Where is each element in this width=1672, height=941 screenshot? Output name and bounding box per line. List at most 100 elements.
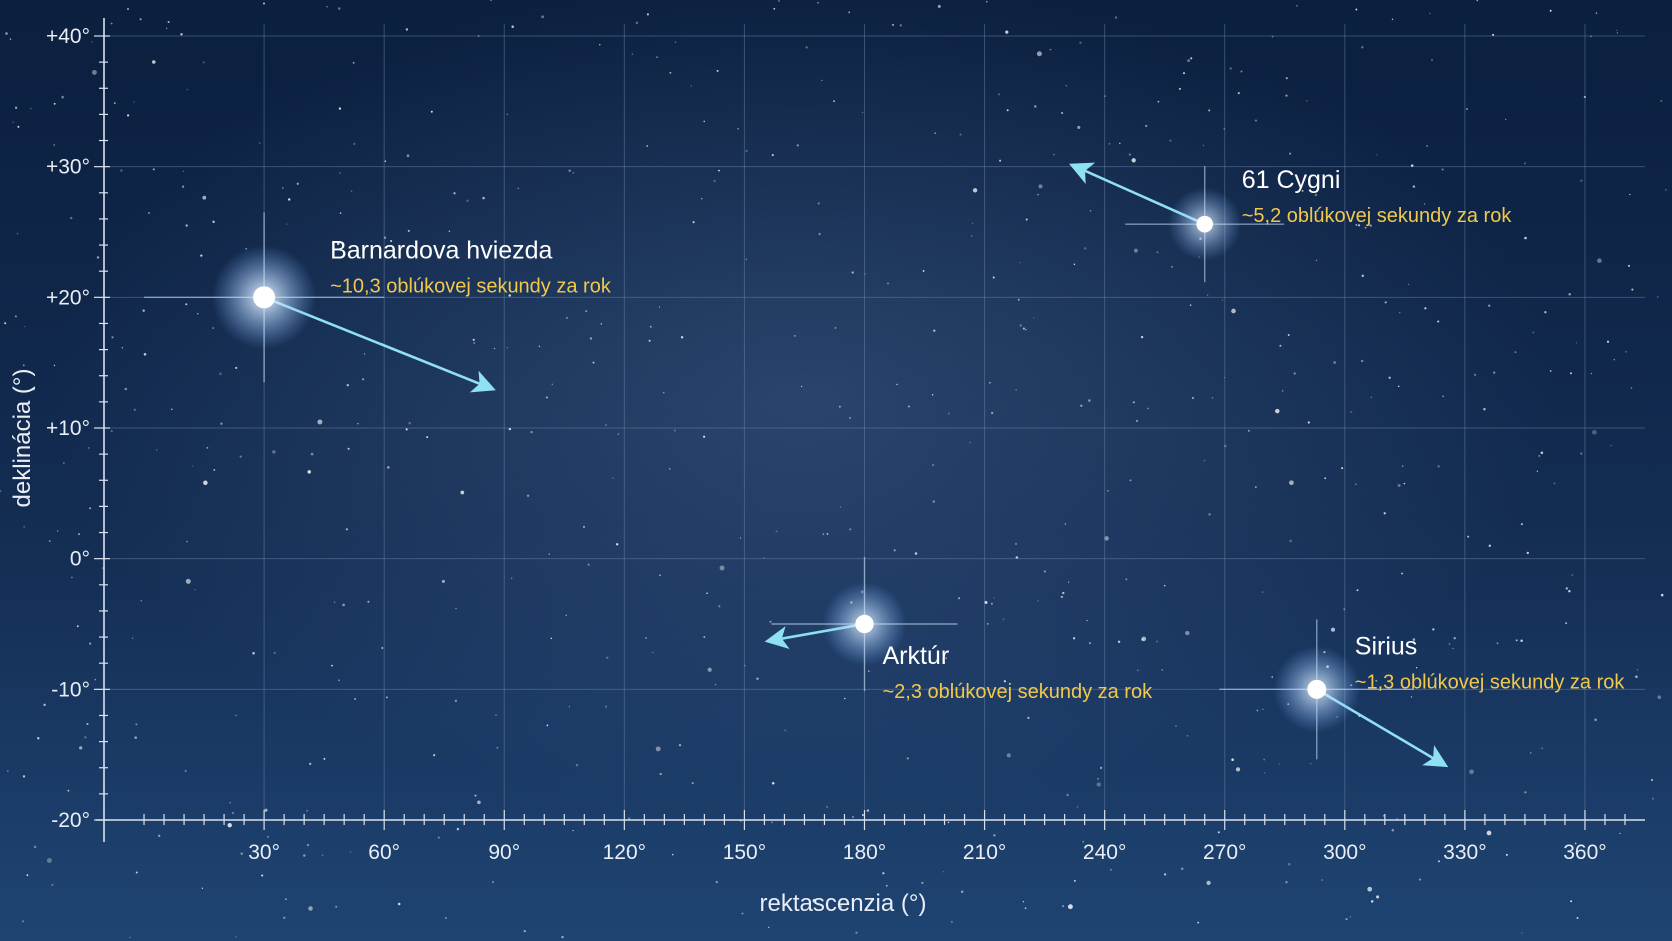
background-star	[817, 202, 820, 205]
background-star	[369, 292, 371, 294]
background-star	[745, 258, 748, 261]
background-star	[575, 763, 579, 767]
background-star	[605, 424, 607, 426]
background-star	[1391, 18, 1394, 20]
background-star	[1375, 679, 1378, 682]
background-star	[572, 172, 574, 174]
background-star	[1424, 307, 1427, 310]
background-star	[367, 600, 370, 603]
background-star	[1065, 84, 1068, 87]
background-star	[1229, 67, 1232, 70]
background-star	[1370, 396, 1372, 398]
background-star	[692, 221, 695, 224]
background-star	[635, 21, 639, 25]
background-star	[1565, 587, 1568, 590]
background-star	[1141, 636, 1147, 642]
background-star	[1589, 35, 1593, 38]
x-tick-label: 60°	[368, 841, 400, 864]
background-star	[430, 110, 433, 113]
background-star	[441, 579, 445, 583]
background-star	[970, 235, 973, 237]
background-star	[896, 383, 898, 386]
x-axis-title: rektascenzia (°)	[760, 890, 927, 917]
background-star	[12, 121, 14, 123]
background-star	[1224, 377, 1226, 379]
background-star	[1066, 793, 1069, 797]
background-star	[1190, 57, 1193, 60]
background-star	[84, 736, 87, 739]
background-star	[306, 843, 310, 847]
star-speed-label: ~5,2 oblúkovej sekundy za rok	[1242, 205, 1513, 227]
background-star	[91, 41, 93, 43]
background-star	[407, 229, 410, 232]
background-star	[839, 905, 843, 908]
background-star	[707, 667, 712, 672]
background-star	[283, 916, 286, 919]
background-star	[1067, 904, 1073, 910]
background-star	[674, 41, 677, 43]
background-star	[1191, 396, 1195, 400]
background-star	[784, 729, 787, 732]
background-star	[922, 269, 925, 272]
background-star	[186, 88, 189, 91]
background-star	[133, 101, 135, 103]
background-star	[997, 93, 1001, 96]
background-star	[308, 906, 313, 911]
background-star	[1524, 791, 1527, 794]
background-star	[227, 823, 232, 828]
background-star	[1486, 830, 1492, 836]
star-group: Sirius ~1,3 oblúkovej sekundy za rok	[1219, 619, 1625, 768]
background-star	[338, 107, 342, 110]
background-star	[16, 232, 19, 235]
background-star	[1520, 523, 1523, 526]
background-star	[89, 507, 91, 510]
background-star	[691, 782, 694, 785]
background-star	[718, 169, 720, 172]
background-star	[589, 337, 593, 340]
background-star	[240, 852, 243, 855]
background-star	[1631, 288, 1634, 291]
background-star	[1594, 718, 1597, 722]
background-star	[206, 447, 209, 449]
background-star	[1289, 539, 1292, 543]
background-star	[63, 462, 65, 464]
background-star	[1630, 387, 1633, 389]
background-star	[53, 144, 55, 146]
background-star	[454, 699, 458, 703]
background-star	[272, 450, 276, 454]
star-markers: Barnardova hviezda ~10,3 oblúkovej sekund…	[144, 162, 1625, 768]
background-star	[961, 890, 964, 893]
x-tick-label: 240°	[1083, 841, 1126, 864]
background-star	[235, 366, 238, 369]
background-star	[538, 345, 541, 348]
background-star	[1410, 696, 1413, 698]
background-star	[565, 316, 568, 319]
background-star	[1024, 907, 1027, 910]
background-star	[229, 801, 232, 804]
background-star	[1178, 87, 1181, 90]
axes: 30° 60° 90° 120° 150° 180° 210° 240° 270° 300° 330…	[46, 18, 1645, 864]
background-star	[1129, 479, 1132, 482]
background-star	[390, 239, 393, 243]
background-star	[993, 597, 995, 599]
background-star	[252, 652, 255, 655]
background-star	[1025, 328, 1027, 331]
background-star	[113, 102, 116, 104]
background-star	[1665, 189, 1667, 191]
background-star	[1576, 917, 1579, 919]
background-star	[139, 18, 142, 21]
background-star	[281, 187, 284, 189]
background-star	[406, 154, 410, 158]
background-star	[741, 912, 744, 915]
background-star	[690, 85, 692, 87]
background-star	[79, 746, 83, 750]
background-star	[1315, 259, 1318, 262]
background-star	[561, 935, 564, 939]
background-star	[335, 905, 338, 908]
background-star	[1208, 109, 1211, 112]
background-star	[658, 306, 661, 308]
background-star	[869, 848, 872, 851]
background-star	[326, 5, 328, 8]
background-star	[259, 142, 261, 144]
background-star	[1345, 918, 1348, 921]
